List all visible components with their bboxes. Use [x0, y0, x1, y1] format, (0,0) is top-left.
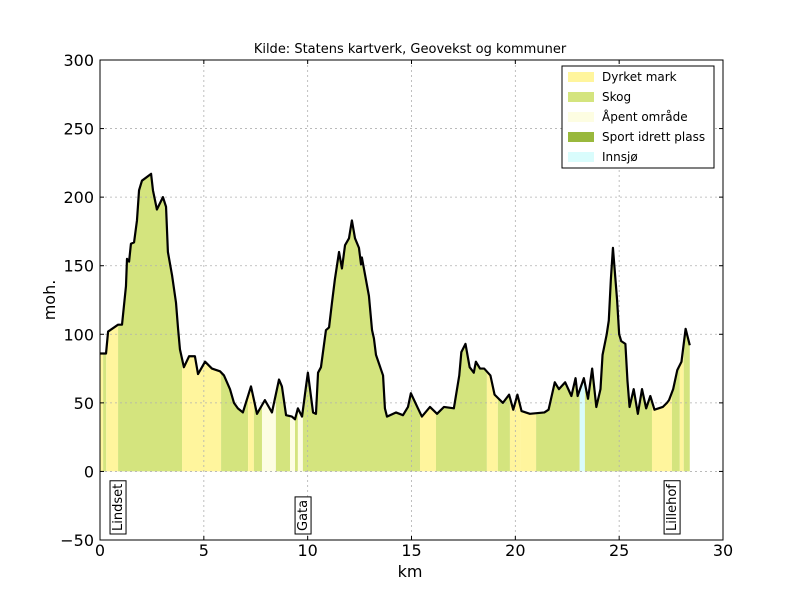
legend: Dyrket mark Skog Åpent område Sport idrett …: [561, 65, 715, 169]
legend-swatch: [568, 152, 594, 162]
land-segment: [683, 328, 690, 472]
land-segment: [275, 379, 291, 472]
land-segment: [302, 220, 421, 472]
y-tick-label: 200: [63, 188, 94, 207]
land-segment: [221, 372, 249, 472]
chart-title: Kilde: Statens kartverk, Geovekst og kom…: [254, 42, 567, 57]
y-tick-label: 0: [84, 462, 94, 481]
land-segment: [253, 399, 262, 472]
land-segment: [497, 394, 510, 472]
land-fills: [100, 173, 690, 472]
y-tick-label: 250: [63, 120, 94, 139]
legend-swatch: [568, 92, 594, 102]
land-segment: [579, 378, 585, 472]
y-tick-label: 150: [63, 257, 94, 276]
land-segment: [290, 416, 295, 472]
land-segment: [420, 406, 437, 472]
y-tick-label: −50: [60, 531, 94, 550]
land-segment: [248, 386, 254, 472]
land-segment: [651, 392, 672, 472]
annotation-box: [294, 496, 312, 535]
land-segment: [520, 408, 537, 472]
legend-label: Skog: [602, 90, 631, 104]
x-tick-label: 30: [713, 541, 733, 560]
annotation-text: Lindset: [111, 484, 126, 531]
x-tick-label: 15: [401, 541, 421, 560]
legend-swatch: [568, 132, 594, 142]
land-segment: [118, 173, 183, 472]
x-tick-label: 5: [199, 541, 209, 560]
place-annotation: Lillehof: [663, 480, 681, 535]
x-tick-label: 25: [609, 541, 629, 560]
x-tick-label: 10: [297, 541, 317, 560]
land-segment: [106, 324, 119, 472]
y-axis-label: moh.: [40, 280, 59, 321]
legend-swatch: [568, 112, 594, 122]
place-annotation: Gata: [294, 496, 312, 535]
y-tick-label: 50: [74, 394, 94, 413]
land-segment: [436, 343, 487, 472]
land-segment: [536, 378, 580, 472]
land-segment: [294, 408, 298, 472]
land-segment: [103, 351, 107, 472]
legend-label: Sport idrett plass: [602, 130, 705, 144]
land-segment: [100, 353, 104, 472]
legend-swatch: [568, 72, 594, 82]
y-tick-label: 300: [63, 51, 94, 70]
land-segment: [182, 356, 222, 472]
place-annotation: Lindset: [109, 480, 127, 535]
x-tick-label: 0: [95, 541, 105, 560]
land-segment: [679, 343, 684, 472]
x-tick-label: 20: [505, 541, 525, 560]
annotation-text: Gata: [296, 500, 311, 531]
land-segment: [297, 408, 303, 472]
elevation-line: [100, 172, 691, 421]
legend-label: Innsjø: [602, 150, 638, 164]
land-segment: [509, 394, 521, 472]
y-tick-label: 100: [63, 325, 94, 344]
legend-label: Dyrket mark: [602, 70, 677, 84]
annotation-text: Lillehof: [665, 484, 680, 531]
annotation-box: [663, 480, 681, 535]
legend-label: Åpent område: [602, 109, 688, 124]
annotation-box: [109, 480, 127, 535]
x-axis-label: km: [398, 562, 423, 581]
land-segment: [671, 365, 680, 472]
land-segment: [584, 247, 652, 472]
